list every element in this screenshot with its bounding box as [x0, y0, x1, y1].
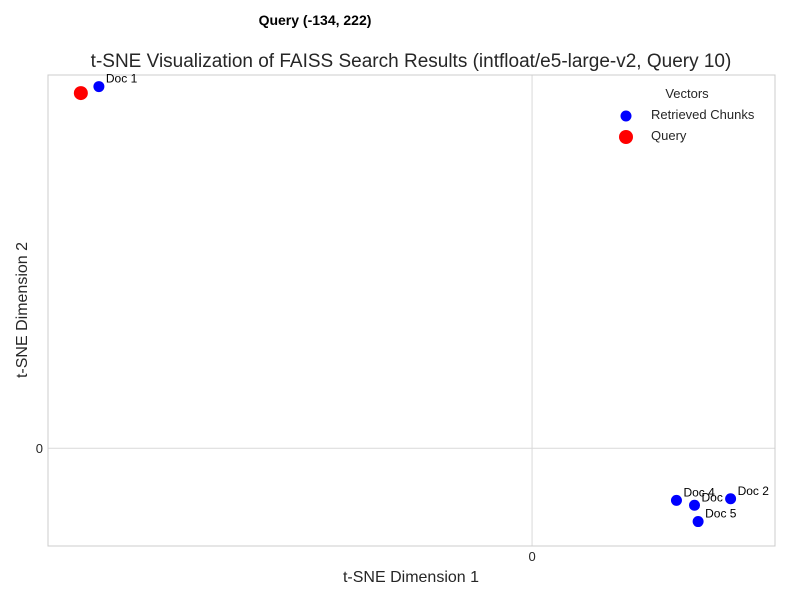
retrieved-chunk-point: [670, 494, 682, 506]
retrieved-chunk-point: [725, 493, 737, 505]
retrieved-chunk-point: [93, 81, 105, 93]
data-points: [73, 81, 737, 528]
grid-lines: [48, 75, 775, 546]
retrieved-chunk-point: [689, 499, 701, 511]
legend-marker-retrieved: [620, 110, 632, 122]
legend: Vectors Retrieved Chunks Query: [619, 86, 755, 144]
retrieved-chunk-point: [692, 516, 704, 528]
legend-label-retrieved: Retrieved Chunks: [651, 107, 755, 122]
x-axis-label: t-SNE Dimension 1: [343, 569, 479, 586]
point-label: Doc 5: [705, 507, 737, 521]
legend-marker-query: [619, 130, 633, 144]
legend-label-query: Query: [651, 128, 687, 143]
y-axis-label: t-SNE Dimension 2: [14, 242, 31, 378]
x-tick-label: 0: [528, 549, 535, 564]
tick-labels: 00: [36, 441, 536, 564]
point-label: Doc: [702, 490, 723, 504]
y-tick-label: 0: [36, 441, 43, 456]
query-annotation: Query (-134, 222): [259, 12, 372, 28]
legend-title: Vectors: [665, 86, 709, 101]
point-label: Doc 2: [738, 484, 770, 498]
chart-title: t-SNE Visualization of FAISS Search Resu…: [91, 51, 732, 72]
query-point: [73, 86, 88, 101]
plot-frame: [47, 74, 776, 547]
point-label: Doc 1: [106, 72, 138, 86]
point-label: Doc 4: [683, 485, 715, 499]
